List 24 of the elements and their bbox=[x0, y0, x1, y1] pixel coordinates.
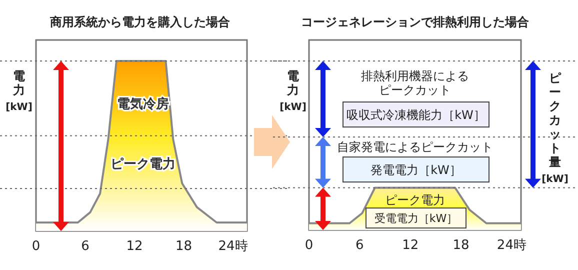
text: 吸収式冷凍機能力［kW］ bbox=[346, 108, 486, 122]
text: 自家発電によるピークカット bbox=[337, 140, 493, 154]
y-axis-title: 電力[kW] bbox=[280, 69, 306, 113]
text: 排熱利用機器による bbox=[361, 69, 469, 83]
y-axis-title: 電力[kW] bbox=[6, 69, 32, 113]
annotation: ピーク電力 bbox=[110, 157, 176, 172]
x-tick-label: 12 bbox=[402, 238, 419, 253]
chart-title: コージェネレーションで排熱利用した場合 bbox=[301, 15, 530, 29]
x-tick-label: 24時 bbox=[496, 238, 526, 253]
x-tick-label: 24時 bbox=[218, 239, 248, 254]
text: ピークカット bbox=[379, 83, 451, 97]
x-tick-label: 6 bbox=[356, 238, 364, 253]
x-tick-label: 12 bbox=[126, 239, 143, 254]
x-tick-label: 6 bbox=[81, 239, 90, 254]
annotation: ピーク電力 bbox=[385, 193, 445, 207]
annotation: 受電電力［kW］ bbox=[374, 212, 458, 225]
x-tick-label: 0 bbox=[32, 239, 40, 254]
text: ピークカット量[kW] bbox=[542, 71, 568, 185]
annotation: 電気冷房 bbox=[117, 96, 169, 112]
x-tick-label: 0 bbox=[304, 238, 314, 253]
text: 発電電力［kW］ bbox=[370, 163, 462, 177]
x-tick-label: 18 bbox=[176, 239, 192, 254]
chart-title: 商用系統から電力を購入した場合 bbox=[49, 15, 231, 29]
x-tick-label: 18 bbox=[452, 238, 470, 253]
